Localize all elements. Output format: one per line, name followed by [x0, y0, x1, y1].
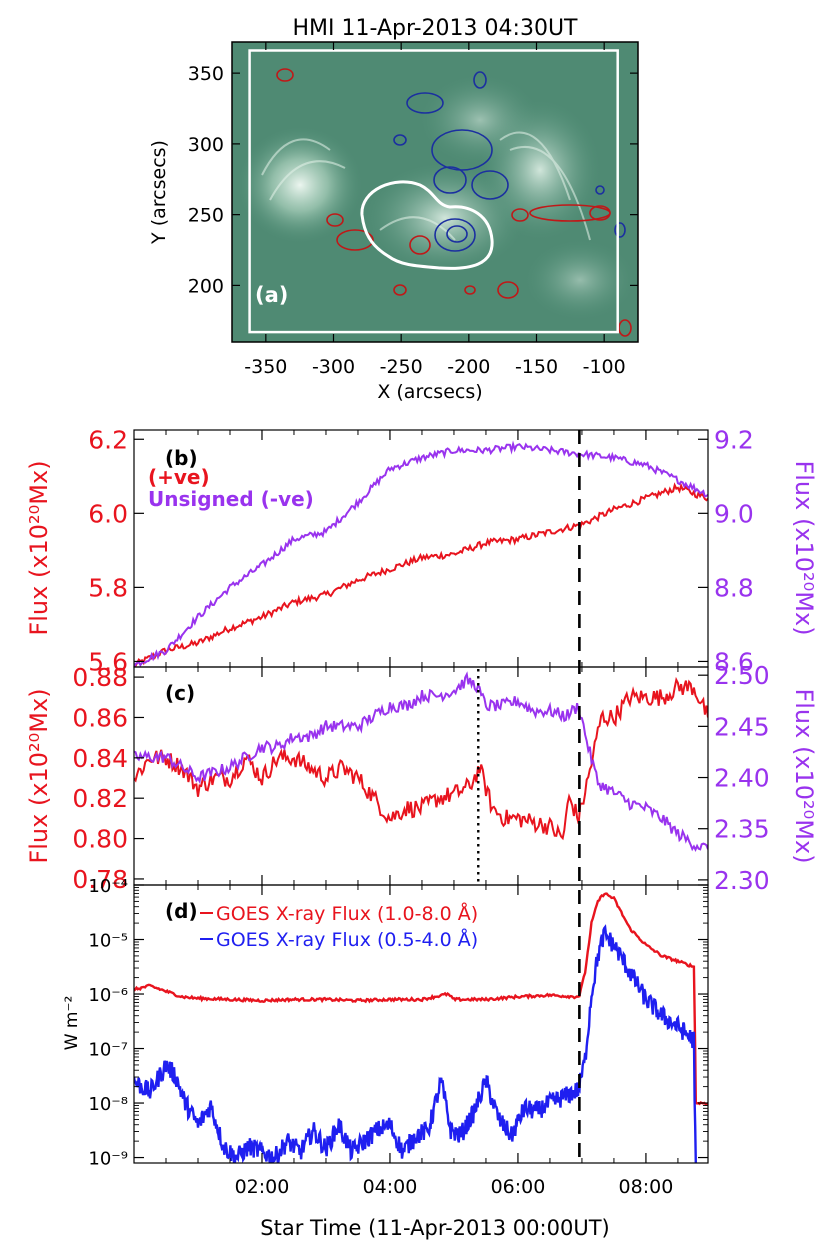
panel-d-y-ticks: 10⁻⁴ 10⁻⁵ 10⁻⁶ 10⁻⁷ 10⁻⁸ 10⁻⁹: [88, 876, 708, 1170]
panel-a-x-tick-label: -100: [583, 356, 626, 378]
panel-a-x-tick-label: -150: [515, 356, 558, 378]
panel-b-legend-unsigned: Unsigned (-ve): [148, 487, 314, 511]
panel-a-y-tick-label: 300: [188, 134, 224, 156]
panel-b-right-tick-label: 8.8: [714, 573, 754, 602]
panel-c-left-tick-label: 0.78: [72, 865, 128, 894]
panel-b-positive-flux-line: [134, 482, 708, 667]
panel-d-goes: 10⁻⁴ 10⁻⁵ 10⁻⁶ 10⁻⁷ 10⁻⁸ 10⁻⁹ 02:00 04:00 06:00…: [62, 876, 709, 1240]
panel-c-x-ticks: [165, 667, 679, 885]
panel-b-right-tick-label: 9.2: [714, 425, 754, 454]
panel-a-title: HMI 11-Apr-2013 04:30UT: [293, 16, 579, 41]
panel-b-unsigned-flux-line: [134, 440, 708, 667]
panel-b-left-tick-label: 5.8: [88, 573, 128, 602]
panel-c-left-tick-label: 0.86: [72, 703, 128, 732]
panel-d-goes-long-line: [134, 892, 708, 1106]
panel-a-x-tick-label: -200: [447, 356, 490, 378]
panel-d-frame: [133, 884, 709, 1164]
panel-b-right-tick-label: 8.6: [714, 647, 754, 676]
positive-polarity-contours: [276, 68, 632, 337]
panel-a-x-tick-label: -350: [244, 356, 287, 378]
panel-c-label: (c): [165, 681, 195, 705]
panel-d-ylabel: W m⁻²: [62, 996, 82, 1051]
panel-d-label: (d): [165, 899, 198, 923]
panel-b-x-ticks: [165, 430, 679, 667]
panel-b-y2label: Flux (x10²⁰Mx): [790, 460, 818, 635]
panel-b-ylabel: Flux (x10²⁰Mx): [25, 460, 53, 635]
panel-b-left-tick-label: 6.2: [88, 425, 128, 454]
panel-a-ylabel: Y (arcsecs): [148, 140, 170, 245]
panel-d-y-tick-label: 10⁻⁴: [88, 876, 128, 897]
panel-c-ylabel: Flux (x10²⁰Mx): [25, 688, 53, 863]
panel-a-label: (a): [255, 283, 288, 307]
panel-d-y-tick-label: 10⁻⁹: [88, 1149, 128, 1170]
panel-b-legend-positive: (+ve): [148, 465, 210, 489]
panel-c-left-tick-label: 0.88: [72, 663, 128, 692]
panel-c-right-tick-label: 2.35: [714, 815, 770, 844]
panel-c-left-tick-label: 0.84: [72, 744, 128, 773]
panel-a-y-tick-label: 200: [188, 275, 224, 297]
panel-b-left-tick-label: 6.0: [88, 499, 128, 528]
panel-d-y-tick-label: 10⁻⁷: [88, 1040, 128, 1061]
panel-a-frame: [231, 41, 639, 343]
panel-a-y-tick-label: 250: [188, 205, 224, 227]
panel-c-y2label: Flux (x10²⁰Mx): [790, 688, 818, 863]
panel-c-negative-flux-line: [134, 671, 708, 852]
panel-a-xlabel: X (arcsecs): [377, 381, 482, 403]
panel-d-x-ticks: 02:00 04:00 06:00 08:00: [165, 885, 679, 1198]
panel-d-xlabel: Star Time (11-Apr-2013 00:00UT): [260, 1216, 609, 1240]
panel-d-x-tick-label: 04:00: [363, 1176, 418, 1198]
panel-b-right-tick-label: 9.0: [714, 499, 754, 528]
panel-d-goes-short-line: [134, 924, 697, 1163]
panel-c-right-tick-label: 2.40: [714, 764, 770, 793]
panel-d-x-tick-label: 02:00: [235, 1176, 290, 1198]
panel-c-right-tick-label: 2.30: [714, 866, 770, 895]
panel-a-x-ticks: -350 -300 -250 -200 -150 -100: [244, 42, 626, 378]
panel-c-flux: 0.88 0.86 0.84 0.82 0.80 0.78 2.50 2.45 2.40 2.3…: [25, 661, 818, 895]
panel-d-legend-long: GOES X-ray Flux (1.0-8.0 Å): [216, 902, 478, 925]
panel-a-y-ticks: 350 300 250 200: [188, 63, 638, 297]
panel-b-frame: [133, 429, 709, 668]
panel-d-y-tick-label: 10⁻⁵: [88, 931, 128, 952]
panel-c-left-ticks: 0.88 0.86 0.84 0.82 0.80 0.78: [72, 663, 144, 894]
panel-d-x-tick-label: 08:00: [619, 1176, 674, 1198]
panel-c-right-tick-label: 2.45: [714, 712, 770, 741]
panel-b-left-tick-label: 5.6: [88, 647, 128, 676]
white-region-contour: [360, 180, 494, 270]
panel-b-left-ticks: 6.2 6.0 5.8 5.6: [88, 425, 144, 676]
panel-b-flux: 6.2 6.0 5.8 5.6 9.2 9.0 8.8 8.6 (b) (+ve) Unsi…: [25, 425, 818, 676]
panel-a-x-tick-label: -300: [312, 356, 355, 378]
panel-b-label: (b): [165, 446, 198, 470]
panel-b-right-ticks: 9.2 9.0 8.8 8.6: [698, 425, 754, 676]
panel-c-positive-flux-line: [134, 676, 708, 841]
panel-d-y-tick-label: 10⁻⁶: [88, 985, 128, 1006]
panel-c-left-tick-label: 0.82: [72, 784, 128, 813]
negative-polarity-contours: [393, 71, 626, 252]
panel-a-selection-box: [248, 49, 619, 334]
panel-a-image: [232, 42, 638, 342]
panel-a-loops: [261, 131, 591, 241]
panel-a-y-tick-label: 350: [188, 63, 224, 85]
panel-c-left-tick-label: 0.80: [72, 825, 128, 854]
panel-d-x-tick-label: 06:00: [491, 1176, 546, 1198]
panel-d-y-tick-label: 10⁻⁸: [88, 1094, 128, 1115]
panel-d-legend-short: GOES X-ray Flux (0.5-4.0 Å): [216, 928, 478, 951]
panel-a-x-tick-label: -250: [380, 356, 423, 378]
panel-c-right-ticks: 2.50 2.45 2.40 2.35 2.30: [698, 661, 770, 895]
panel-a-magnetogram: HMI 11-Apr-2013 04:30UT: [148, 16, 639, 403]
panel-c-right-tick-label: 2.50: [714, 661, 770, 690]
